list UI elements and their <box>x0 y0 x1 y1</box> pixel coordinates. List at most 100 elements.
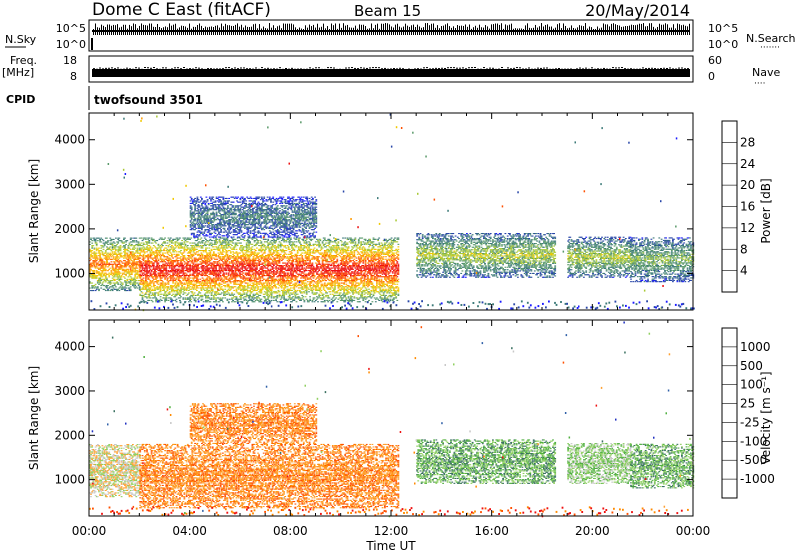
echo-cell <box>141 238 143 239</box>
echo-cell <box>190 301 192 302</box>
echo-cell <box>139 286 141 287</box>
nsky-bar <box>387 23 388 35</box>
nsky-bar <box>623 27 624 35</box>
echo-cell <box>165 271 167 272</box>
echo-cell <box>96 253 98 254</box>
echo-cell <box>153 264 155 265</box>
echo-cell <box>201 271 203 272</box>
freq-point <box>465 68 467 69</box>
echo-cell <box>112 275 114 276</box>
echo-cell <box>289 259 291 260</box>
echo-cell <box>268 296 270 297</box>
echo-cell <box>177 245 179 246</box>
echo-cell <box>239 253 241 254</box>
echo-cell <box>285 281 287 282</box>
echo-cell <box>281 287 283 288</box>
nsky-bar <box>371 23 372 35</box>
echo-cell <box>193 297 195 298</box>
echo-cell <box>237 300 239 301</box>
nsky-bar <box>149 24 150 35</box>
echo-cell <box>255 245 257 246</box>
echo-cell <box>171 268 173 269</box>
echo-cell <box>242 279 244 280</box>
echo-cell <box>271 297 273 298</box>
echo-cell <box>227 255 229 256</box>
freq-point <box>363 68 365 69</box>
echo-cell <box>236 258 238 259</box>
echo-cell <box>160 287 162 288</box>
echo-cell <box>100 274 102 275</box>
echo-cell <box>147 259 149 260</box>
echo-cell <box>229 268 231 269</box>
plot-canvas: Dome C East (fitACF) Beam 15 20/May/2014… <box>0 0 800 554</box>
echo-cell <box>230 265 232 266</box>
echo-cell <box>253 258 255 259</box>
echo-cell <box>272 249 274 250</box>
echo-cell <box>259 278 261 279</box>
echo-cell <box>252 291 254 292</box>
echo-cell <box>181 278 183 279</box>
echo-cell <box>272 245 274 246</box>
freq-point <box>684 68 686 69</box>
nsky-bar <box>139 26 140 35</box>
nsky-bar <box>289 24 290 35</box>
echo-cell <box>261 241 263 242</box>
echo-cell <box>220 241 222 242</box>
echo-cell <box>117 289 119 290</box>
echo-cell <box>280 295 282 296</box>
echo-cell <box>223 251 225 252</box>
echo-cell <box>205 280 207 281</box>
nsky-bar <box>461 26 462 35</box>
echo-cell <box>139 253 141 254</box>
echo-cell <box>208 248 210 249</box>
echo-cell <box>261 301 263 302</box>
echo-cell <box>284 285 286 286</box>
echo-cell <box>115 286 117 287</box>
echo-cell <box>285 294 287 295</box>
nsky-bar <box>411 25 412 35</box>
echo-cell <box>261 299 263 300</box>
echo-cell <box>222 297 224 298</box>
echo-cell <box>172 279 174 280</box>
echo-cell <box>154 289 156 290</box>
echo-cell <box>194 250 196 251</box>
echo-cell <box>188 287 190 288</box>
freq-point <box>453 67 455 68</box>
echo-cell <box>253 275 255 276</box>
freq-point <box>225 67 227 68</box>
echo-cell <box>201 284 203 285</box>
echo-cell <box>252 244 254 245</box>
echo-cell <box>151 238 153 239</box>
echo-cell <box>287 245 289 246</box>
nsky-bar <box>555 28 556 35</box>
echo-cell <box>202 278 204 279</box>
echo-cell <box>241 263 243 264</box>
freq-point <box>639 69 641 70</box>
echo-cell <box>203 269 205 270</box>
echo-cell <box>278 253 280 254</box>
echo-cell <box>197 251 199 252</box>
echo-cell <box>272 263 274 264</box>
echo-cell <box>172 294 174 295</box>
echo-cell <box>161 246 163 247</box>
echo-cell <box>179 269 181 270</box>
echo-cell <box>102 239 104 240</box>
echo-cell <box>130 256 132 257</box>
echo-cell <box>287 264 289 265</box>
echo-cell <box>137 288 139 289</box>
echo-cell <box>245 299 247 300</box>
echo-cell <box>142 274 144 275</box>
echo-cell <box>204 259 206 260</box>
echo-cell <box>240 276 242 277</box>
echo-cell <box>266 283 268 284</box>
echo-cell <box>242 248 244 249</box>
echo-cell <box>232 256 234 257</box>
echo-cell <box>264 297 266 298</box>
nsky-bar <box>271 28 272 35</box>
echo-cell <box>213 258 215 259</box>
echo-cell <box>223 238 225 239</box>
echo-cell <box>290 280 292 281</box>
echo-cell <box>232 240 234 241</box>
echo-cell <box>253 276 255 277</box>
echo-cell <box>112 290 114 291</box>
